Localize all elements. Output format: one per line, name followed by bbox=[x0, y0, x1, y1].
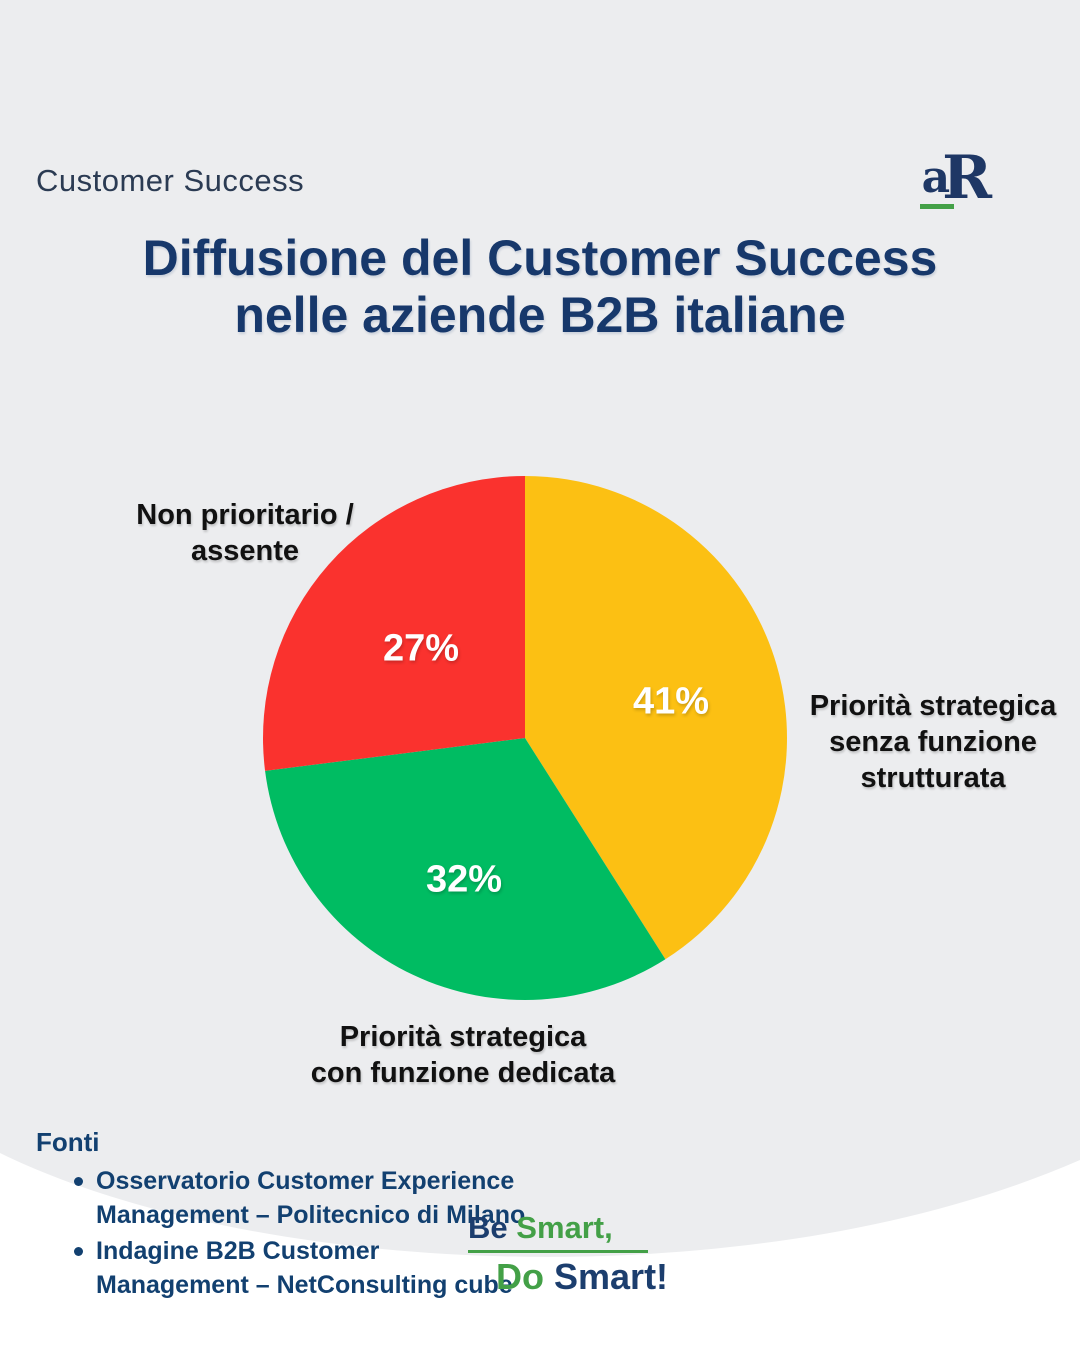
sources-section: Fonti Osservatorio Customer Experience M… bbox=[36, 1127, 525, 1304]
slice-label-red-line1: Non prioritario / bbox=[136, 499, 354, 531]
pie-slice-0 bbox=[525, 476, 787, 960]
slice-label-yellow-line3: strutturata bbox=[860, 762, 1006, 794]
brand-tagline: Be Smart, Do Smart! bbox=[468, 1210, 668, 1298]
slice-label-green-line2: con funzione dedicata bbox=[310, 1057, 616, 1089]
tagline-smart2: Smart! bbox=[554, 1256, 669, 1297]
slice-label-yellow-line1: Priorità strategica bbox=[809, 690, 1057, 722]
sources-heading: Fonti bbox=[36, 1127, 100, 1157]
tagline-do: Do bbox=[496, 1256, 544, 1297]
source-2-line2: Management – NetConsulting cube bbox=[96, 1271, 513, 1299]
tagline-rule bbox=[468, 1250, 648, 1253]
logo-underline bbox=[919, 204, 954, 209]
tagline-be: Be bbox=[468, 1210, 508, 1245]
logo-letter-r: R bbox=[942, 143, 992, 213]
page-title-line2: nelle aziende B2B italiane bbox=[234, 287, 846, 343]
category-label: Customer Success bbox=[36, 163, 305, 198]
slice-percent-red: 27% bbox=[382, 627, 460, 670]
source-item-1: Osservatorio Customer Experience Managem… bbox=[36, 1164, 525, 1232]
source-1-line1: Osservatorio Customer Experience bbox=[96, 1167, 515, 1195]
tagline-line1: Be Smart, bbox=[468, 1210, 668, 1246]
slice-label-yellow: Priorità strategica senza funzione strut… bbox=[810, 688, 1057, 796]
slice-label-green: Priorità strategica con funzione dedicat… bbox=[311, 1019, 616, 1091]
page-title-line1: Diffusione del Customer Success bbox=[142, 230, 938, 286]
slice-percent-yellow: 41% bbox=[632, 680, 710, 723]
slice-label-green-line1: Priorità strategica bbox=[339, 1021, 587, 1053]
source-item-2: Indagine B2B Customer Management – NetCo… bbox=[36, 1234, 525, 1302]
slice-label-red: Non prioritario / assente bbox=[136, 497, 354, 569]
brand-logo: aR bbox=[919, 143, 992, 213]
tagline-line2: Do Smart! bbox=[496, 1256, 668, 1298]
tagline-smart1: Smart, bbox=[516, 1210, 613, 1245]
logo-letter-a: a bbox=[921, 152, 951, 203]
slice-label-yellow-line2: senza funzione bbox=[829, 726, 1037, 758]
pie-slice-2 bbox=[263, 476, 525, 771]
sources-list: Osservatorio Customer Experience Managem… bbox=[36, 1164, 525, 1302]
page-title: Diffusione del Customer Success nelle az… bbox=[0, 230, 1080, 344]
slice-label-red-line2: assente bbox=[190, 535, 299, 567]
source-2-line1: Indagine B2B Customer bbox=[96, 1237, 380, 1265]
source-1-line2: Management – Politecnico di Milano bbox=[96, 1201, 526, 1229]
pie-slice-1 bbox=[265, 738, 666, 1000]
slice-percent-green: 32% bbox=[425, 858, 503, 901]
